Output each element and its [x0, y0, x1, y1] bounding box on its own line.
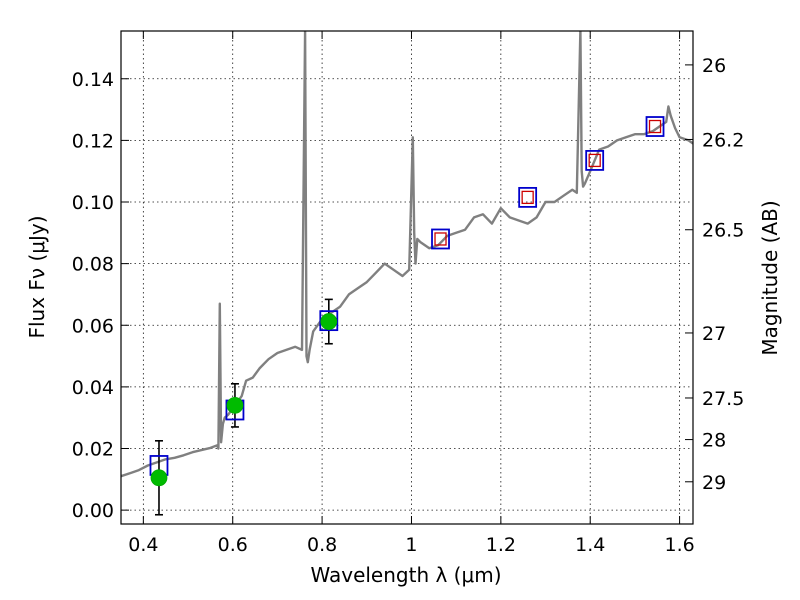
x-tick-label: 0.6: [218, 534, 248, 556]
inner-square: [521, 190, 534, 205]
y-tick-label: 0.04: [72, 377, 114, 399]
observed-point: [226, 396, 244, 414]
y2-tick-label: 27: [702, 323, 726, 345]
model-square: [585, 150, 605, 171]
y-tick-label: 0.06: [72, 315, 114, 337]
axes: 0.4 0.6 0.8 1 1.2 1.4 1.6 0.00 0.02 0.04 0.06 0.08 0…: [72, 31, 744, 556]
x-tick-label: 0.4: [128, 534, 158, 556]
y2-tick-label: 26: [702, 55, 726, 77]
plot-data: [121, 31, 693, 516]
y2-axis-label: Magnitude (AB): [758, 200, 782, 355]
y2-tick-label: 26.5: [702, 220, 744, 242]
y2-tick-label: 29: [702, 472, 726, 494]
x-tick-label: 1: [405, 534, 417, 556]
x-tick-label: 1.6: [664, 534, 694, 556]
model-square: [645, 116, 665, 137]
spectrum-line: [121, 31, 693, 478]
y-tick-label: 0.00: [72, 500, 114, 522]
x-tick-label: 1.4: [575, 534, 605, 556]
y2-tick-label: 28: [702, 430, 726, 452]
y-tick-label: 0.02: [72, 439, 114, 461]
x-tick-label: 1.2: [486, 534, 516, 556]
y2-tick-label: 26.2: [702, 129, 744, 151]
x-tick-label: 0.8: [307, 534, 337, 556]
y-tick-label: 0.12: [72, 130, 114, 152]
y2-tick-label: 27.5: [702, 388, 744, 410]
x-axis-label: Wavelength λ (μm): [310, 563, 501, 587]
plot-frame: [120, 30, 694, 525]
y-tick-label: 0.08: [72, 254, 114, 276]
grid: [121, 31, 693, 524]
inner-square: [588, 153, 601, 168]
y-tick-label: 0.10: [72, 192, 114, 214]
observed-point: [150, 469, 168, 487]
y-tick-label: 0.14: [72, 69, 114, 91]
y-axis-label: Flux Fν (μJy): [25, 215, 49, 338]
model-square: [518, 186, 538, 208]
observed-point: [320, 313, 338, 330]
inner-square: [648, 119, 662, 134]
model-square: [431, 228, 450, 250]
inner-square: [434, 232, 447, 246]
model-square: [319, 310, 339, 332]
